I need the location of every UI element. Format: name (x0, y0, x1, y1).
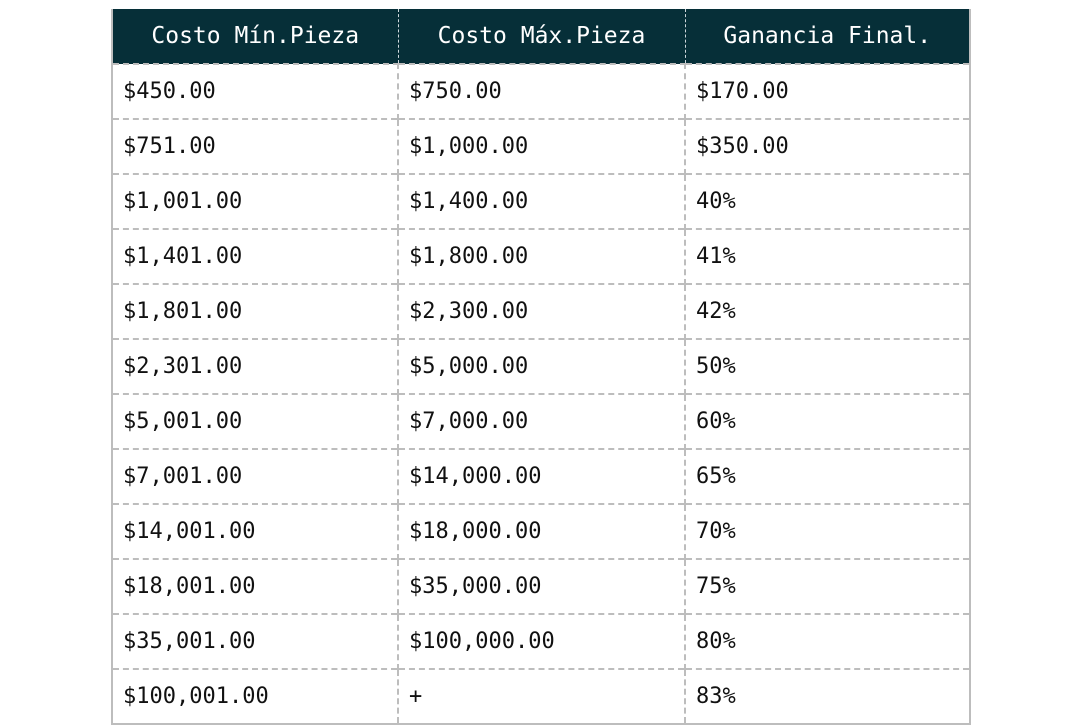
header-final-profit: Ganancia Final. (685, 9, 970, 64)
cell-min-cost: $1,801.00 (112, 283, 399, 339)
cell-final-profit: $170.00 (685, 63, 970, 119)
header-max-cost: Costo Máx.Pieza (398, 9, 686, 64)
cell-max-cost: $5,000.00 (398, 338, 686, 394)
cell-max-cost: $1,400.00 (398, 173, 686, 229)
cell-final-profit: $350.00 (685, 118, 970, 174)
table-row: $35,001.00 $100,000.00 80% (112, 613, 970, 669)
table-row: $1,401.00 $1,800.00 41% (112, 228, 970, 284)
table-row: $18,001.00 $35,000.00 75% (112, 558, 970, 614)
cell-final-profit: 42% (685, 283, 970, 339)
cell-max-cost: $7,000.00 (398, 393, 686, 449)
cell-final-profit: 75% (685, 558, 970, 614)
cell-max-cost: + (398, 668, 686, 724)
header-min-cost: Costo Mín.Pieza (112, 9, 399, 64)
table-row: $14,001.00 $18,000.00 70% (112, 503, 970, 559)
cell-min-cost: $1,401.00 (112, 228, 399, 284)
table-row: $751.00 $1,000.00 $350.00 (112, 118, 970, 174)
cell-max-cost: $14,000.00 (398, 448, 686, 504)
cell-min-cost: $18,001.00 (112, 558, 399, 614)
header-row: Costo Mín.Pieza Costo Máx.Pieza Ganancia… (112, 9, 970, 64)
table-row: $1,001.00 $1,400.00 40% (112, 173, 970, 229)
cell-final-profit: 40% (685, 173, 970, 229)
cell-max-cost: $1,000.00 (398, 118, 686, 174)
table-row: $1,801.00 $2,300.00 42% (112, 283, 970, 339)
cell-final-profit: 70% (685, 503, 970, 559)
cell-min-cost: $100,001.00 (112, 668, 399, 724)
cell-max-cost: $35,000.00 (398, 558, 686, 614)
cell-min-cost: $5,001.00 (112, 393, 399, 449)
cell-max-cost: $750.00 (398, 63, 686, 119)
cell-final-profit: 80% (685, 613, 970, 669)
cell-max-cost: $18,000.00 (398, 503, 686, 559)
cell-min-cost: $1,001.00 (112, 173, 399, 229)
pricing-table: Costo Mín.Pieza Costo Máx.Pieza Ganancia… (111, 9, 971, 725)
cell-final-profit: 83% (685, 668, 970, 724)
cell-final-profit: 65% (685, 448, 970, 504)
cell-min-cost: $7,001.00 (112, 448, 399, 504)
cell-max-cost: $1,800.00 (398, 228, 686, 284)
table-row: $7,001.00 $14,000.00 65% (112, 448, 970, 504)
cell-min-cost: $450.00 (112, 63, 399, 119)
cell-final-profit: 60% (685, 393, 970, 449)
table-row: $450.00 $750.00 $170.00 (112, 63, 970, 119)
table-row: $5,001.00 $7,000.00 60% (112, 393, 970, 449)
cell-min-cost: $751.00 (112, 118, 399, 174)
cell-max-cost: $100,000.00 (398, 613, 686, 669)
cell-final-profit: 41% (685, 228, 970, 284)
cell-max-cost: $2,300.00 (398, 283, 686, 339)
cell-final-profit: 50% (685, 338, 970, 394)
table-row: $2,301.00 $5,000.00 50% (112, 338, 970, 394)
cell-min-cost: $2,301.00 (112, 338, 399, 394)
cell-min-cost: $14,001.00 (112, 503, 399, 559)
cell-min-cost: $35,001.00 (112, 613, 399, 669)
table-row: $100,001.00 +83% (112, 668, 970, 724)
